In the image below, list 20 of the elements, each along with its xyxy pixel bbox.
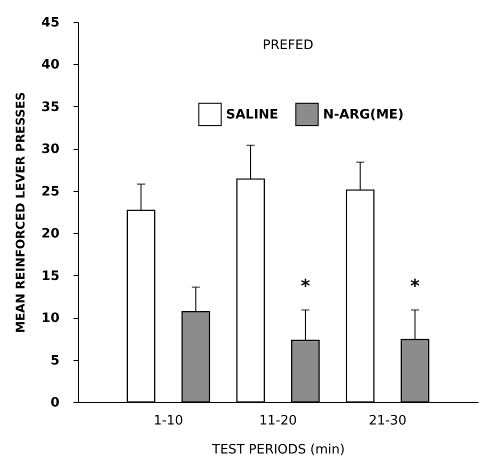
y-tick-label: 30 — [41, 142, 60, 158]
y-axis-title: MEAN REINFORCED LEVER PRESSES — [13, 92, 28, 333]
y-tick-label: 15 — [41, 268, 60, 284]
text: PREFED — [262, 38, 314, 53]
y-tick-label: 20 — [41, 226, 60, 242]
y-tick-label: 0 — [50, 396, 60, 410]
y-tick-label: 40 — [41, 58, 60, 73]
legend-label: N-ARG(ME) — [323, 107, 404, 122]
x-tick-label: 1-10 — [154, 414, 184, 428]
annotation: * — [410, 276, 420, 297]
x-tick-label: 21-30 — [368, 414, 406, 428]
y-tick-label: 10 — [41, 311, 60, 326]
y-tick-label: 5 — [50, 353, 60, 368]
y-tick-label: 25 — [41, 184, 60, 200]
annotation: * — [300, 276, 311, 297]
y-tick-label: 35 — [41, 100, 60, 115]
y-tick-label: 45 — [41, 16, 60, 30]
legend-label: SALINE — [226, 107, 278, 122]
x-tick-label: 11-20 — [259, 414, 297, 428]
x-axis-title: TEST PERIODS (min) — [211, 442, 345, 458]
